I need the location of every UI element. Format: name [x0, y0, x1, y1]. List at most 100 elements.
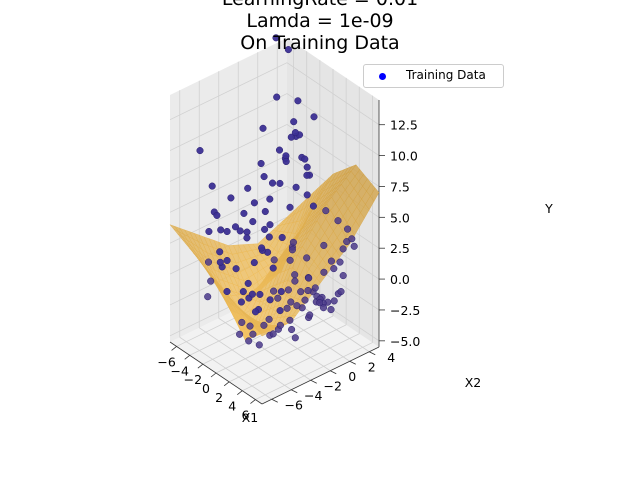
legend-label: Training Data	[406, 68, 486, 82]
data-point	[303, 191, 311, 199]
x-tick-mark	[223, 381, 230, 387]
data-point	[269, 330, 277, 338]
data-point	[232, 265, 240, 273]
data-point	[259, 124, 267, 132]
data-point	[305, 274, 313, 282]
data-point	[261, 207, 269, 216]
data-point	[204, 293, 212, 301]
grid-line-z	[169, 154, 288, 213]
chart-title: LearningRate = 0.01 Lamda = 1e-09 On Tra…	[0, 0, 640, 54]
data-point	[216, 248, 224, 256]
data-point	[257, 159, 265, 168]
data-point	[260, 173, 268, 181]
data-point	[239, 288, 247, 296]
data-point	[240, 209, 248, 217]
data-point	[249, 330, 257, 338]
data-point	[330, 265, 338, 273]
z-tick-label: 10.0	[390, 149, 418, 164]
data-point	[283, 304, 291, 312]
data-point	[213, 211, 221, 219]
data-point	[243, 234, 251, 242]
data-point	[288, 246, 296, 254]
data-point	[303, 163, 311, 171]
data-point	[261, 225, 269, 233]
data-point	[250, 259, 258, 267]
x-tick-label: −2	[184, 372, 202, 387]
data-point	[320, 241, 328, 249]
data-point	[286, 203, 294, 211]
data-point	[265, 315, 273, 323]
data-point	[231, 223, 240, 231]
data-point	[291, 334, 299, 342]
data-point	[272, 34, 280, 42]
grid-line-y	[179, 336, 272, 400]
tick-labels: −6−4−20246−6−4−2024−5.0−2.50.02.55.07.51…	[157, 118, 420, 423]
grid-line-x	[242, 333, 360, 392]
data-point	[266, 296, 274, 304]
data-point	[223, 256, 231, 265]
data-point	[205, 227, 213, 236]
data-point	[245, 337, 253, 345]
data-point	[276, 321, 284, 329]
y-axis-label: X2	[465, 375, 482, 390]
grid-line-z	[169, 124, 288, 182]
grid-line-x	[202, 306, 321, 365]
legend-marker	[379, 73, 386, 80]
data-point	[204, 258, 213, 266]
x-tick-mark	[250, 399, 256, 404]
data-point	[276, 179, 284, 187]
z-tick-label: 7.5	[390, 179, 410, 194]
data-point	[291, 277, 299, 285]
data-point	[207, 277, 215, 285]
data-point	[309, 202, 317, 210]
data-point	[293, 302, 301, 310]
x-tick-label: 0	[202, 381, 210, 396]
grid-line-z	[169, 93, 288, 151]
data-point	[260, 321, 268, 329]
grid-line-x	[215, 315, 334, 374]
data-point	[306, 311, 314, 319]
y-tick-label: 0	[348, 369, 356, 384]
data-point	[236, 227, 244, 235]
data-point	[275, 146, 284, 154]
data-point	[320, 268, 328, 276]
data-point	[348, 235, 356, 243]
x-tick-label: −4	[170, 363, 188, 378]
data-point	[322, 207, 330, 215]
grid-line-x	[255, 342, 373, 400]
data-point	[227, 194, 235, 202]
data-point	[266, 221, 274, 229]
data-point	[216, 258, 224, 266]
axis-labels: X1 X2 Y	[242, 201, 553, 425]
data-point	[330, 297, 338, 305]
data-point	[303, 171, 311, 179]
grid-line-y	[218, 317, 311, 381]
x-tick-mark	[197, 363, 204, 369]
data-point	[258, 244, 266, 252]
title-line-dataset: On Training Data	[240, 32, 400, 54]
data-point	[276, 307, 284, 315]
data-point	[269, 264, 277, 272]
data-point	[304, 286, 312, 295]
data-point	[268, 179, 277, 187]
data-point	[294, 97, 302, 105]
data-point	[273, 93, 281, 101]
data-point	[270, 256, 278, 264]
data-point	[291, 271, 299, 279]
data-point	[327, 257, 335, 265]
grid-line-z	[286, 93, 380, 156]
data-point	[246, 322, 254, 330]
data-point	[238, 318, 246, 326]
z-tick-label: 12.5	[390, 118, 418, 133]
y-tick-mark	[291, 389, 298, 394]
data-point	[287, 298, 295, 306]
data-point	[270, 287, 278, 295]
x-tick-label: 4	[228, 399, 236, 414]
data-point	[289, 238, 297, 246]
x-tick-mark	[184, 354, 190, 360]
z-tick-label: −2.5	[390, 303, 420, 318]
data-point	[319, 304, 328, 312]
data-point	[236, 330, 244, 338]
